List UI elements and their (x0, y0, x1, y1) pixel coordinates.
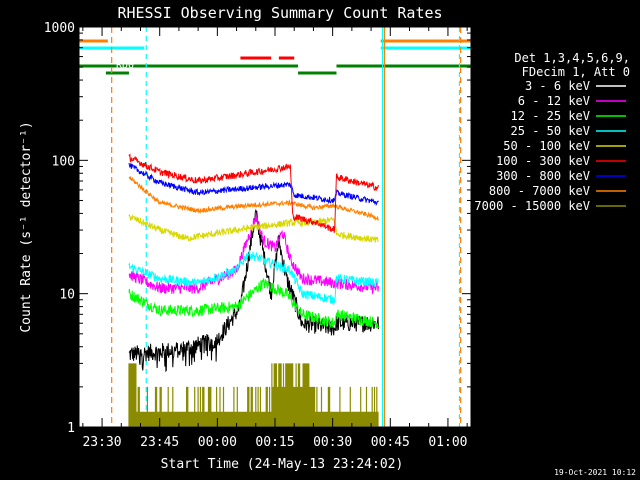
y-tick-label: 10 (59, 288, 75, 303)
y-tick-label: 100 (52, 154, 75, 169)
legend-label: 50 - 100 keV (503, 139, 590, 153)
x-axis-label: Start Time (24-May-13 23:24:02) (161, 457, 404, 472)
legend-label: 3 - 6 keV (525, 79, 590, 93)
x-tick-label: 00:45 (371, 435, 410, 450)
x-tick-label: 00:15 (255, 435, 294, 450)
chart-title: RHESSI Observing Summary Count Rates (117, 4, 442, 22)
series-100-300-kev (128, 153, 379, 233)
y-tick-label: 1000 (44, 21, 75, 36)
series-25-50-kev (128, 249, 379, 306)
series-50-100-kev (128, 214, 379, 244)
plot-area (79, 27, 471, 427)
legend-label: 12 - 25 keV (511, 109, 590, 123)
x-tick-label: 01:00 (428, 435, 467, 450)
flag-label-rd6: RD6 (82, 68, 100, 79)
series-group (128, 153, 379, 427)
x-tick-label: 23:45 (140, 435, 179, 450)
x-tick-label: 00:00 (198, 435, 237, 450)
axes: 1 10 100 1000 23:30 23:45 00:00 00:15 00:30 00:45… (44, 21, 472, 450)
x-tick-label: 00:30 (313, 435, 352, 450)
legend-header: FDecim 1, Att 0 (522, 65, 630, 79)
timestamp: 19-Oct-2021 10:12 (554, 468, 636, 477)
series-300-800-kev (128, 162, 379, 206)
series-12-25-kev (128, 278, 379, 329)
flag-label-f: F (233, 51, 239, 62)
series-7000-15000-kev (128, 363, 379, 427)
legend: Det 1,3,4,5,6,9,FDecim 1, Att 03 - 6 keV… (474, 51, 630, 213)
legend-label: 800 - 7000 keV (489, 184, 590, 198)
legend-label: 25 - 50 keV (511, 124, 590, 138)
y-axis-label: Count Rate (s⁻¹ detector⁻¹) (19, 121, 34, 332)
x-tick-label: 23:30 (82, 435, 121, 450)
flag-bars: S N F RD0 RD6 (79, 27, 471, 427)
legend-label: 100 - 300 keV (496, 154, 590, 168)
legend-label: 300 - 800 keV (496, 169, 590, 183)
flag-label-n: N (157, 41, 163, 52)
legend-label: 7000 - 15000 keV (474, 199, 590, 213)
legend-header: Det 1,3,4,5,6,9, (514, 51, 630, 65)
y-tick-label: 1 (67, 421, 75, 436)
flag-label-s: S (113, 35, 119, 46)
flag-label-rd0: RD0 (116, 60, 134, 71)
series-3-6-kev (128, 208, 379, 373)
series-800-7000-kev (128, 176, 379, 222)
legend-label: 6 - 12 keV (518, 94, 590, 108)
